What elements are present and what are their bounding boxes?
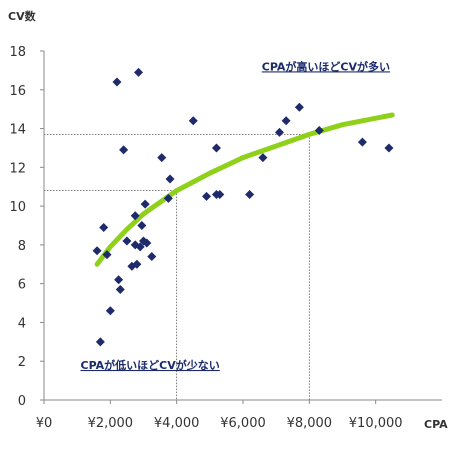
axes	[40, 50, 442, 404]
data-point	[92, 246, 102, 256]
data-point	[140, 199, 150, 209]
data-point	[147, 252, 157, 262]
annotation-label: CPAが低いほどCVが少ない	[81, 358, 220, 372]
y-tick-label: 14	[9, 123, 26, 138]
x-tick-label: ¥6,000	[220, 416, 266, 431]
data-point	[202, 191, 212, 201]
data-point	[157, 153, 167, 163]
data-point	[142, 238, 152, 248]
data-point	[188, 116, 198, 126]
data-point	[245, 189, 255, 199]
y-tick-label: 8	[18, 239, 26, 254]
data-point	[384, 143, 394, 153]
x-tick-label: ¥10,000	[349, 416, 403, 431]
data-point	[215, 189, 225, 199]
y-tick-label: 2	[18, 355, 26, 370]
data-point	[105, 306, 115, 316]
y-tick-label: 4	[18, 316, 26, 331]
data-point	[258, 153, 268, 163]
data-point	[102, 250, 112, 260]
y-tick-label: 16	[9, 84, 26, 99]
data-point	[135, 242, 145, 252]
data-point	[122, 236, 132, 246]
y-tick-label: 18	[9, 45, 26, 60]
data-point	[137, 221, 147, 230]
y-tick-label: 12	[9, 161, 26, 176]
data-point	[119, 145, 129, 155]
annotation-label: CPAが高いほどCVが多い	[262, 59, 390, 73]
x-tick-label: ¥2,000	[88, 416, 134, 431]
data-point	[99, 222, 109, 232]
x-axis-title: CPA	[424, 418, 448, 431]
data-point	[134, 67, 144, 77]
data-point	[357, 137, 367, 147]
data-point	[114, 275, 124, 285]
annotations: CPAが高いほどCVが多い CPAが低いほどCVが少ない	[81, 59, 391, 372]
data-point	[130, 211, 140, 221]
y-tick-label: 10	[9, 200, 26, 215]
data-point	[115, 284, 125, 294]
data-point	[112, 77, 122, 87]
y-axis-title: CV数	[8, 9, 37, 23]
data-point	[274, 127, 284, 137]
y-tick-label: 0	[18, 394, 26, 409]
data-point	[281, 116, 291, 126]
data-point	[294, 102, 304, 112]
data-point	[95, 337, 105, 347]
data-points	[92, 67, 394, 347]
tick-labels: 0 2 4 6 8 10 12 14 16 18 ¥0 ¥2,000 ¥4,000 ¥6,000 ¥8,00…	[9, 45, 402, 431]
data-point	[163, 193, 173, 203]
x-tick-label: ¥0	[36, 416, 53, 431]
y-tick-label: 6	[18, 278, 26, 293]
x-tick-label: ¥4,000	[154, 416, 200, 431]
data-point	[314, 125, 324, 135]
data-point	[211, 143, 221, 153]
data-point	[165, 174, 175, 184]
reference-lines	[44, 133, 310, 400]
x-tick-label: ¥8,000	[287, 416, 333, 431]
data-point	[132, 259, 142, 269]
